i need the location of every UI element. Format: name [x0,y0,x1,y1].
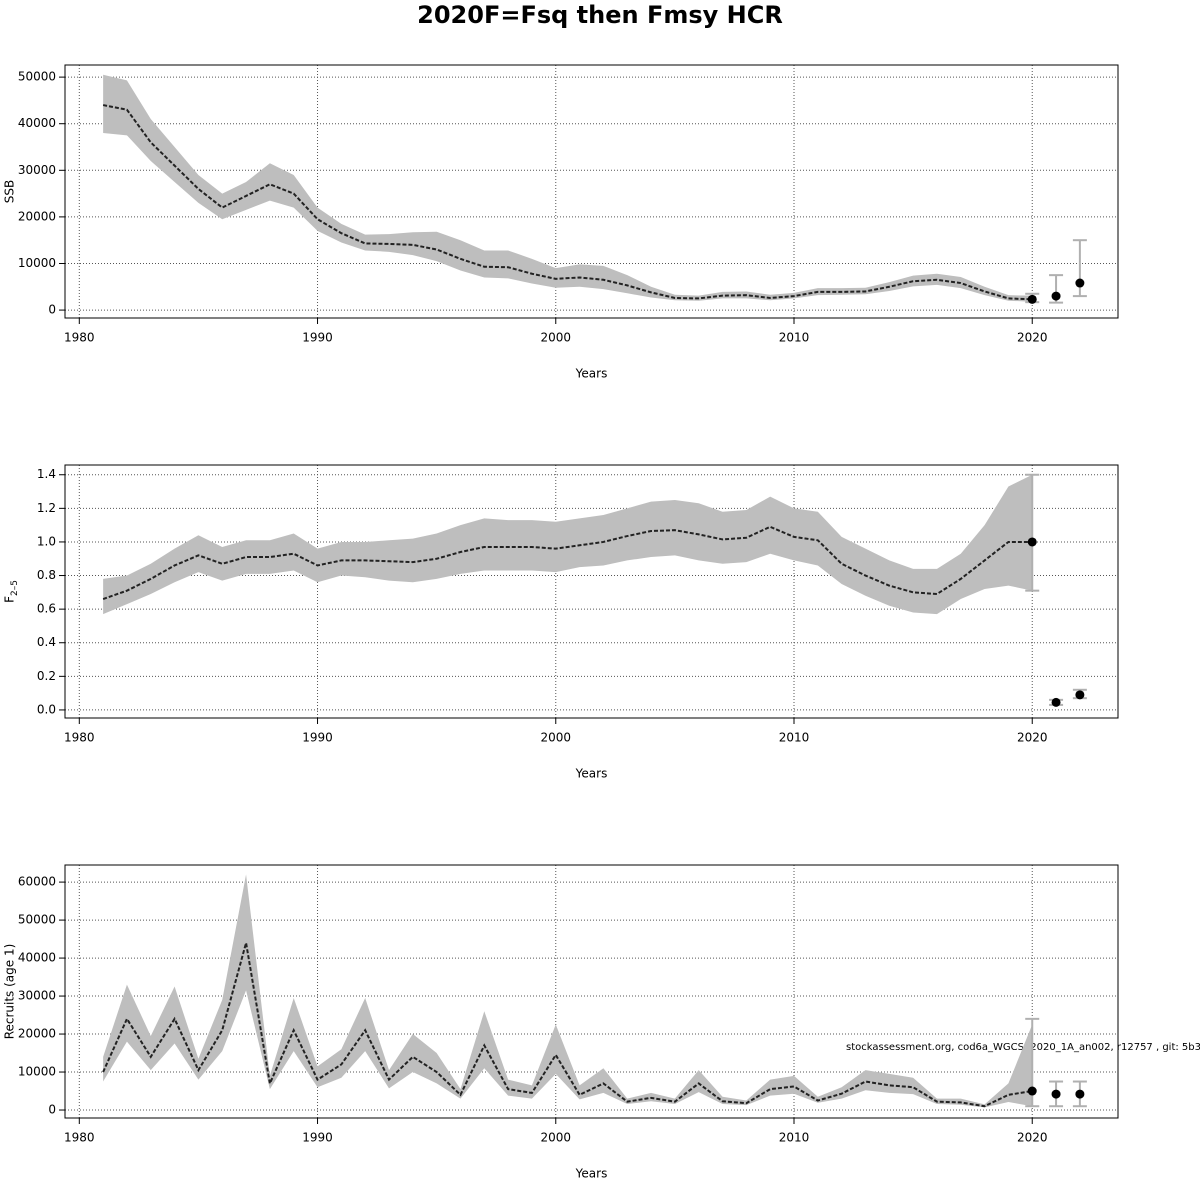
y-tick-label: 0.0 [37,702,56,716]
forecast-point [1075,690,1085,700]
forecast-point [1051,291,1061,301]
x-tick-label: 2010 [779,731,810,745]
x-tick-label: 1980 [64,1131,95,1145]
panel: 1980 1990 2000 2010 2020 0 10000 20000 30000 4000… [3,64,1119,381]
x-tick-label: 2000 [540,1131,571,1145]
x-tick-label: 2000 [540,331,571,345]
y-tick-label: 50000 [18,70,56,84]
y-tick-label: 20000 [18,1027,56,1041]
y-tick-label: 1.4 [37,467,56,481]
y-tick-label: 10000 [18,1065,56,1079]
y-axis-label-subscript: 2–5 [10,580,20,596]
forecast-point [1075,278,1085,288]
x-tick-label: 1990 [302,1131,333,1145]
x-axis-label: Years [575,367,608,381]
x-axis-label: Years [575,1167,608,1181]
y-tick-label: 40000 [18,951,56,965]
y-axis-label: SSB [3,180,17,203]
x-tick-label: 2000 [540,731,571,745]
x-tick-label: 1980 [64,331,95,345]
y-tick-label: 60000 [18,875,56,889]
x-tick-label: 1990 [302,331,333,345]
forecast-point [1027,294,1037,304]
y-tick-label: 40000 [18,116,56,130]
x-tick-label: 2020 [1017,731,1048,745]
y-tick-label: 20000 [18,209,56,223]
y-tick-label: 0.8 [37,568,56,582]
x-tick-label: 2020 [1017,331,1048,345]
plot-frame [64,864,1119,1119]
y-axis-label: F2–5 [3,580,20,603]
y-tick-label: 0 [48,303,56,317]
forecast-point [1051,1089,1061,1099]
panel: 1980 1990 2000 2010 2020 0 10000 20000 30000 4000… [3,864,1119,1181]
plot-frame [64,464,1119,719]
y-tick-label: 10000 [18,256,56,270]
estimate-line [102,525,1033,601]
y-tick-label: 0.4 [37,635,56,649]
confidence-band [103,874,1033,1108]
x-tick-label: 2020 [1017,1131,1048,1145]
x-axis-label: Years [575,767,608,781]
plot-frame [64,64,1119,319]
forecast-point [1075,1089,1085,1099]
y-axis-label: Recruits (age 1) [3,944,17,1040]
y-tick-label: 1.2 [37,501,56,515]
y-tick-label: 50000 [18,913,56,927]
x-tick-label: 1980 [64,731,95,745]
y-tick-label: 1.0 [37,534,56,548]
panel: 1980 1990 2000 2010 2020 0.0 0.2 0.4 0.6 0.8 1.0 1.… [3,464,1119,781]
forecast-point [1027,537,1037,547]
confidence-band [103,74,1033,302]
confidence-band [103,474,1033,615]
x-tick-label: 2010 [779,331,810,345]
y-tick-label: 0.2 [37,669,56,683]
forecast-point [1027,1086,1037,1096]
estimate-line [102,104,1033,301]
error-bar [1025,473,1040,592]
x-tick-label: 1990 [302,731,333,745]
forecast-point [1051,697,1061,707]
error-bar [1072,239,1087,298]
y-tick-label: 30000 [18,989,56,1003]
y-tick-label: 0.6 [37,602,56,616]
x-tick-label: 2010 [779,1131,810,1145]
y-tick-label: 30000 [18,163,56,177]
page-title: 2020F=Fsq then Fmsy HCR [417,1,783,29]
y-tick-label: 0 [48,1103,56,1117]
